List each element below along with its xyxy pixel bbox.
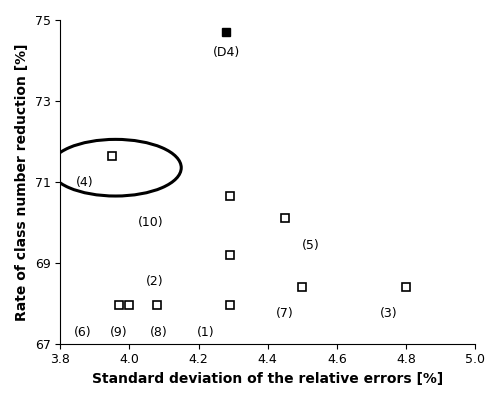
Text: (D4): (D4) xyxy=(212,46,240,59)
X-axis label: Standard deviation of the relative errors [%]: Standard deviation of the relative error… xyxy=(92,372,444,386)
Text: (7): (7) xyxy=(276,307,294,320)
Text: (5): (5) xyxy=(302,239,320,251)
Y-axis label: Rate of class number reduction [%]: Rate of class number reduction [%] xyxy=(15,43,29,321)
Text: (8): (8) xyxy=(150,326,168,338)
Text: (1): (1) xyxy=(196,326,214,338)
Text: (3): (3) xyxy=(380,307,398,320)
Text: (4): (4) xyxy=(76,176,94,189)
Text: (9): (9) xyxy=(110,326,128,338)
Text: (6): (6) xyxy=(74,326,92,338)
Text: (2): (2) xyxy=(146,275,164,288)
Text: (10): (10) xyxy=(138,216,164,229)
